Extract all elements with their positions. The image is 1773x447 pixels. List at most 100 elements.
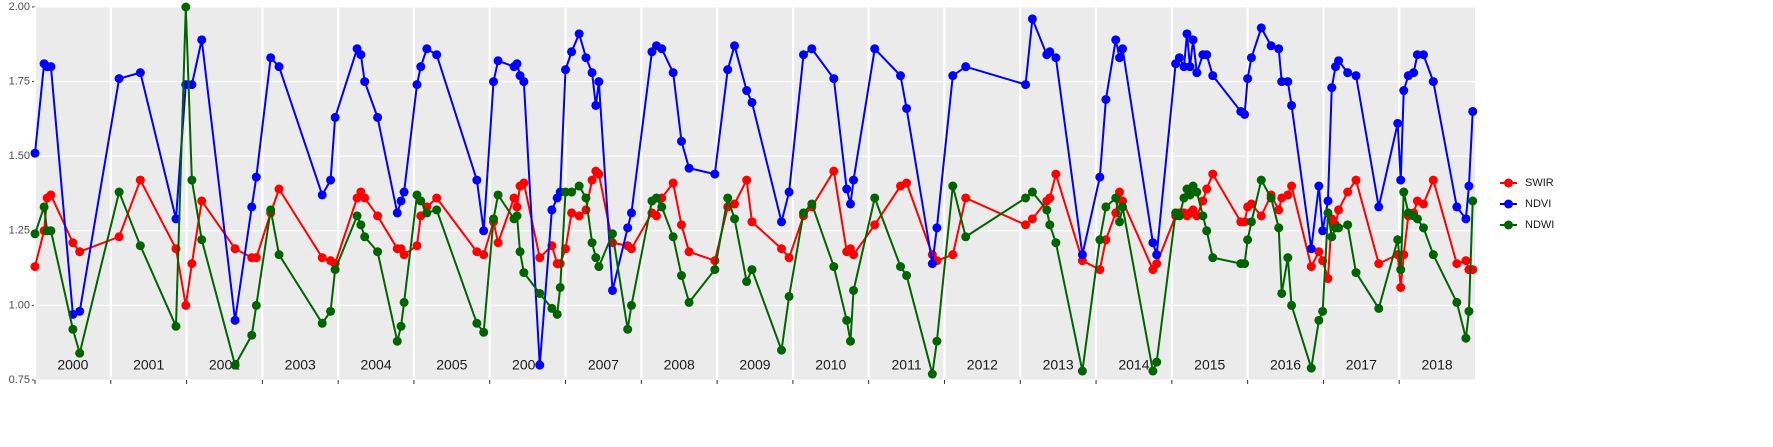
data-point bbox=[668, 178, 678, 188]
data-point bbox=[1115, 217, 1125, 227]
y-tick-label: 1.50 bbox=[9, 150, 30, 162]
data-point bbox=[1051, 169, 1061, 179]
data-point bbox=[493, 190, 503, 200]
data-point bbox=[807, 199, 817, 209]
data-point bbox=[581, 193, 591, 203]
data-point bbox=[829, 262, 839, 272]
data-point bbox=[747, 217, 757, 227]
data-point bbox=[266, 205, 276, 215]
data-point bbox=[747, 97, 757, 107]
data-point bbox=[849, 250, 859, 260]
data-point bbox=[1077, 250, 1087, 260]
data-point bbox=[1418, 223, 1428, 233]
data-point bbox=[392, 336, 402, 346]
data-point bbox=[1343, 187, 1353, 197]
data-point bbox=[1461, 333, 1471, 343]
data-point bbox=[422, 208, 432, 218]
data-point bbox=[251, 300, 261, 310]
x-tick-label: 2001 bbox=[133, 357, 164, 373]
data-point bbox=[1240, 109, 1250, 119]
data-point bbox=[1428, 250, 1438, 260]
data-point bbox=[197, 235, 207, 245]
data-point bbox=[1277, 288, 1287, 298]
data-point bbox=[512, 211, 522, 221]
data-point bbox=[1287, 181, 1297, 191]
data-point bbox=[1399, 86, 1409, 96]
data-point bbox=[247, 330, 257, 340]
data-point bbox=[684, 163, 694, 173]
data-point bbox=[1256, 23, 1266, 33]
data-point bbox=[932, 336, 942, 346]
data-point bbox=[1464, 306, 1474, 316]
data-point bbox=[902, 271, 912, 281]
data-point bbox=[574, 29, 584, 39]
x-tick-label: 2014 bbox=[1118, 357, 1149, 373]
data-point bbox=[626, 208, 636, 218]
data-point bbox=[1115, 53, 1125, 63]
data-point bbox=[777, 345, 787, 355]
data-point bbox=[1323, 196, 1333, 206]
data-point bbox=[135, 175, 145, 185]
data-point bbox=[422, 44, 432, 54]
data-point bbox=[608, 229, 618, 239]
data-point bbox=[1246, 217, 1256, 227]
data-point bbox=[1428, 77, 1438, 87]
data-point bbox=[723, 65, 733, 75]
data-point bbox=[472, 247, 482, 257]
data-point bbox=[799, 50, 809, 60]
data-point bbox=[845, 199, 855, 209]
x-tick-label: 2000 bbox=[57, 357, 88, 373]
data-point bbox=[1208, 71, 1218, 81]
data-point bbox=[230, 244, 240, 254]
data-point bbox=[114, 74, 124, 84]
data-point bbox=[777, 217, 787, 227]
data-point bbox=[626, 244, 636, 254]
data-point bbox=[1283, 77, 1293, 87]
data-point bbox=[1027, 187, 1037, 197]
data-point bbox=[1182, 29, 1192, 39]
data-point bbox=[1323, 208, 1333, 218]
data-point bbox=[747, 265, 757, 275]
x-tick-label: 2015 bbox=[1194, 357, 1225, 373]
data-point bbox=[710, 265, 720, 275]
data-point bbox=[472, 318, 482, 328]
data-point bbox=[684, 247, 694, 257]
data-point bbox=[567, 208, 577, 218]
data-point bbox=[676, 220, 686, 230]
data-point bbox=[1208, 169, 1218, 179]
data-point bbox=[39, 202, 49, 212]
x-tick-label: 2006 bbox=[512, 357, 543, 373]
data-point bbox=[479, 327, 489, 337]
data-point bbox=[1412, 214, 1422, 224]
data-point bbox=[399, 250, 409, 260]
data-point bbox=[547, 205, 557, 215]
data-point bbox=[1351, 71, 1361, 81]
data-point bbox=[1202, 184, 1212, 194]
data-point bbox=[581, 53, 591, 63]
x-tick-label: 2007 bbox=[588, 357, 619, 373]
data-point bbox=[1399, 187, 1409, 197]
data-point bbox=[842, 315, 852, 325]
data-point bbox=[1243, 74, 1253, 84]
legend-marker bbox=[1504, 220, 1513, 230]
data-point bbox=[247, 202, 257, 212]
y-tick-label: 1.25 bbox=[9, 225, 30, 237]
data-point bbox=[30, 262, 40, 272]
data-point bbox=[961, 62, 971, 72]
data-point bbox=[902, 103, 912, 113]
data-point bbox=[1334, 205, 1344, 215]
data-point bbox=[829, 166, 839, 176]
data-point bbox=[961, 193, 971, 203]
x-tick-label: 2017 bbox=[1346, 357, 1377, 373]
x-tick-label: 2013 bbox=[1043, 357, 1074, 373]
data-point bbox=[1314, 247, 1324, 257]
data-point bbox=[416, 196, 426, 206]
data-point bbox=[1101, 202, 1111, 212]
data-point bbox=[842, 184, 852, 194]
data-point bbox=[360, 193, 370, 203]
data-point bbox=[1185, 62, 1195, 72]
data-point bbox=[651, 211, 661, 221]
data-point bbox=[552, 309, 562, 319]
data-point bbox=[684, 297, 694, 307]
data-point bbox=[1208, 253, 1218, 263]
